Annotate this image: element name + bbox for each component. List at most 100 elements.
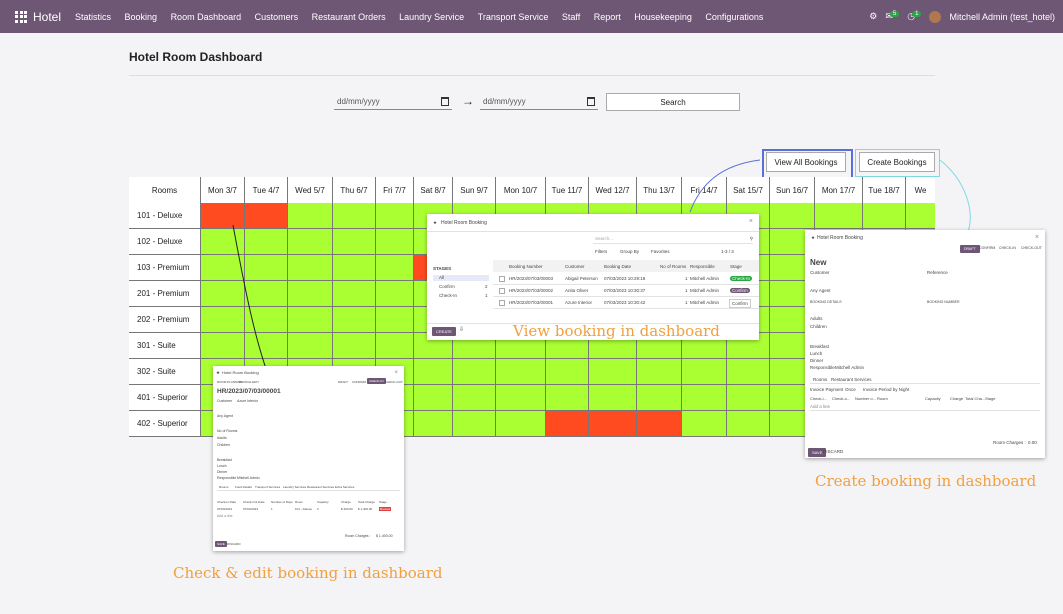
add-line-link[interactable]: Add a line <box>217 514 233 518</box>
available-slot[interactable] <box>288 281 333 307</box>
available-slot[interactable] <box>453 359 496 385</box>
rooms-count-field[interactable]: No of Rooms <box>217 429 238 433</box>
available-slot[interactable] <box>376 229 414 255</box>
available-slot[interactable] <box>245 255 288 281</box>
available-slot[interactable] <box>376 203 414 229</box>
agent-field[interactable]: Any Agent <box>810 288 831 293</box>
responsible-field[interactable]: Responsible <box>217 476 237 480</box>
available-slot[interactable] <box>496 411 546 437</box>
available-slot[interactable] <box>863 203 906 229</box>
invoice-once-radio[interactable]: Once <box>845 387 856 392</box>
stage-draft[interactable]: DRAFT <box>960 245 980 253</box>
available-slot[interactable] <box>682 411 727 437</box>
available-slot[interactable] <box>245 229 288 255</box>
available-slot[interactable] <box>333 333 376 359</box>
dinner-field[interactable]: Dinner <box>810 358 824 363</box>
available-slot[interactable] <box>333 255 376 281</box>
agent-field[interactable]: Any Agent <box>217 414 233 418</box>
available-slot[interactable] <box>815 203 863 229</box>
lunch-field[interactable]: Lunch <box>810 351 823 356</box>
create-button[interactable]: CREATE <box>432 327 456 336</box>
app-brand[interactable]: Hotel <box>33 9 62 24</box>
available-slot[interactable] <box>414 411 453 437</box>
col-customer[interactable]: Customer <box>565 264 585 269</box>
stage-checkin[interactable]: CHECK-IN <box>999 246 1016 250</box>
row-checkbox[interactable] <box>499 300 505 306</box>
search-input[interactable]: Search... <box>595 236 614 241</box>
reference-field[interactable]: Reference <box>927 270 948 275</box>
available-slot[interactable] <box>376 333 414 359</box>
date-from-input[interactable]: dd/mm/yyyy <box>334 94 452 110</box>
nav-transport-service[interactable]: Transport Service <box>477 11 549 22</box>
tab-restaurant[interactable]: Restaurant Services <box>831 377 872 382</box>
stage-checkin[interactable]: CHECK-IN <box>367 378 386 384</box>
adults-field[interactable]: Adults <box>217 436 227 440</box>
close-icon[interactable]: × <box>1034 234 1039 241</box>
date-to-input[interactable]: dd/mm/yyyy <box>480 94 598 110</box>
discard-button[interactable]: DISCARD <box>227 542 241 546</box>
adults-field[interactable]: Adults <box>810 316 823 321</box>
responsible-field[interactable]: Responsible <box>810 365 835 370</box>
available-slot[interactable] <box>546 359 589 385</box>
available-slot[interactable] <box>414 359 453 385</box>
group-by-button[interactable]: Group By <box>620 249 640 254</box>
invoice-night-radio[interactable]: Invoice Period by Night <box>863 387 910 392</box>
create-bookings-button[interactable]: Create Bookings <box>859 152 935 172</box>
stage-all[interactable]: All <box>433 275 489 281</box>
available-slot[interactable] <box>376 255 414 281</box>
children-field[interactable]: Children <box>217 443 231 447</box>
stage-draft[interactable]: DRAFT <box>338 380 348 384</box>
booked-slot[interactable] <box>589 411 637 437</box>
available-slot[interactable] <box>637 385 682 411</box>
booked-slot[interactable] <box>637 411 682 437</box>
col-booking-number[interactable]: Booking Number <box>509 264 543 269</box>
available-slot[interactable] <box>546 385 589 411</box>
stage-checkin[interactable]: Check-In <box>439 293 458 298</box>
filters-button[interactable]: Filters <box>595 249 608 254</box>
available-slot[interactable] <box>288 203 333 229</box>
booking-number[interactable]: HR/2023/07/03/00002 <box>509 288 554 293</box>
dinner-field[interactable]: Dinner <box>217 470 228 474</box>
available-slot[interactable] <box>453 411 496 437</box>
activity-clock-icon[interactable]: ◷1 <box>907 11 922 22</box>
available-slot[interactable] <box>589 359 637 385</box>
edit-tab[interactable]: Transport Services <box>255 485 281 489</box>
available-slot[interactable] <box>682 359 727 385</box>
messages-icon[interactable]: ✉5 <box>885 11 900 22</box>
row-checkbox[interactable] <box>499 288 505 294</box>
available-slot[interactable] <box>245 281 288 307</box>
stage-checkout[interactable]: CHECK-OUT <box>385 380 403 384</box>
available-slot[interactable] <box>414 385 453 411</box>
nav-room-dashboard[interactable]: Room Dashboard <box>170 11 242 22</box>
stage-checkout[interactable]: CHECK-OUT <box>1021 246 1042 250</box>
available-slot[interactable] <box>496 359 546 385</box>
save-button[interactable]: SAVE <box>215 541 227 547</box>
col-no-rooms[interactable]: No of Rooms <box>660 264 687 269</box>
nav-booking[interactable]: Booking <box>124 11 158 22</box>
available-slot[interactable] <box>201 307 245 333</box>
customer-field[interactable]: Customer <box>810 270 830 275</box>
stage-confirm[interactable]: CONFIRM <box>979 246 996 250</box>
available-slot[interactable] <box>288 307 333 333</box>
edit-tab[interactable]: Rooms <box>219 485 229 489</box>
available-slot[interactable] <box>727 385 770 411</box>
customer-value[interactable]: Azure Interior <box>237 399 259 403</box>
available-slot[interactable] <box>496 385 546 411</box>
save-button[interactable]: SAVE <box>808 448 827 457</box>
invoice-edit-button[interactable]: INVOICE EDIT <box>239 380 260 384</box>
view-all-bookings-button[interactable]: View All Bookings <box>766 152 846 172</box>
available-slot[interactable] <box>453 385 496 411</box>
available-slot[interactable] <box>333 229 376 255</box>
calendar-icon[interactable] <box>441 97 449 106</box>
discard-button[interactable]: DISCARD <box>823 449 844 454</box>
available-slot[interactable] <box>245 333 288 359</box>
stage-confirm[interactable]: Confirm <box>439 284 455 289</box>
stage-confirm[interactable]: CONFIRM <box>352 380 366 384</box>
nav-restaurant-orders[interactable]: Restaurant Orders <box>311 11 386 22</box>
available-slot[interactable] <box>288 229 333 255</box>
available-slot[interactable] <box>288 255 333 281</box>
booked-slot[interactable] <box>546 411 589 437</box>
available-slot[interactable] <box>770 203 815 229</box>
available-slot[interactable] <box>376 281 414 307</box>
close-icon[interactable]: × <box>748 218 753 225</box>
